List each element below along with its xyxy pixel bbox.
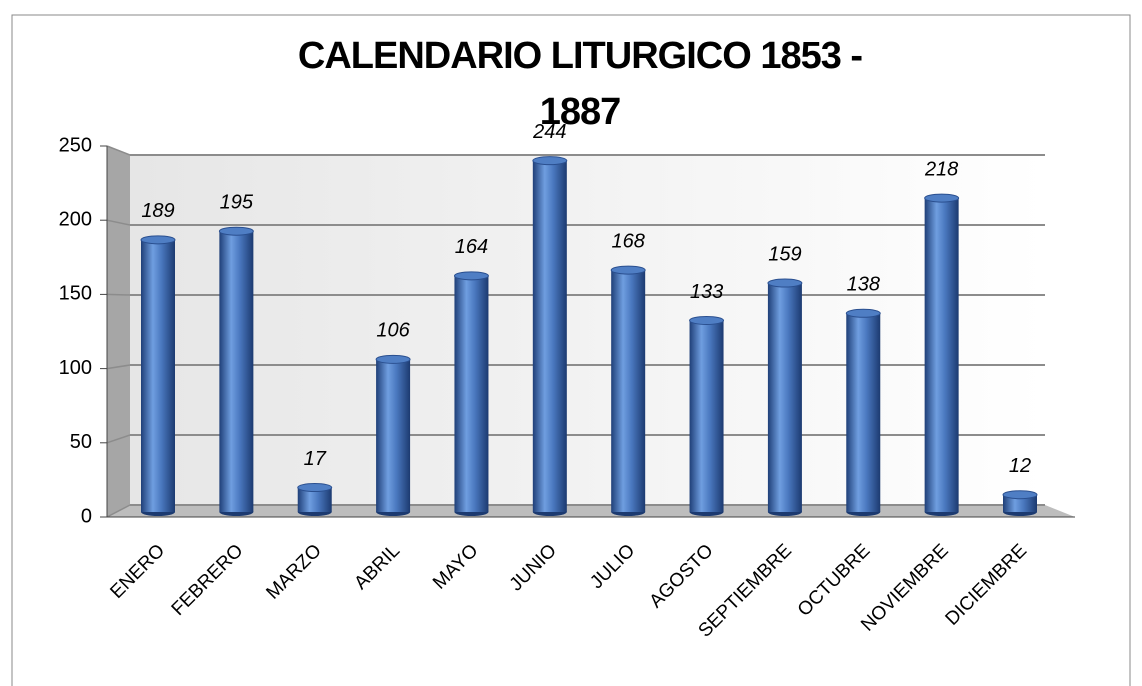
y-tick-label: 150 bbox=[59, 283, 92, 305]
bar bbox=[924, 193, 960, 516]
back-wall bbox=[130, 155, 1045, 505]
y-tick-label: 0 bbox=[81, 505, 92, 527]
data-label: 189 bbox=[141, 200, 174, 222]
bar-part bbox=[532, 156, 568, 166]
bar-part bbox=[375, 354, 411, 364]
bar-part bbox=[767, 283, 802, 512]
bar-part bbox=[767, 278, 803, 288]
bar-part bbox=[140, 235, 176, 245]
x-tick-label: FEBRERO bbox=[168, 540, 248, 620]
bar-part bbox=[454, 275, 489, 512]
bar-part bbox=[141, 239, 175, 512]
x-tick-label: JULIO bbox=[586, 540, 639, 593]
data-label: 159 bbox=[768, 243, 801, 265]
x-tick-label: MAYO bbox=[429, 540, 482, 593]
bar bbox=[297, 483, 333, 516]
bar bbox=[532, 156, 568, 516]
y-tick-label: 100 bbox=[59, 357, 92, 379]
bar-part bbox=[924, 193, 960, 203]
data-label: 168 bbox=[611, 230, 644, 252]
bar bbox=[140, 235, 176, 516]
floor bbox=[107, 505, 1075, 517]
x-tick-label: DICIEMBRE bbox=[942, 540, 1032, 630]
chart-title: CALENDARIO LITURGICO 1853 - 1887 bbox=[297, 35, 863, 133]
bar-part bbox=[689, 320, 724, 512]
x-tick-label: AGOSTO bbox=[646, 540, 718, 612]
data-label: 244 bbox=[532, 121, 566, 143]
x-tick-label: OCTUBRE bbox=[794, 540, 875, 621]
data-label: 164 bbox=[455, 236, 488, 258]
bar-part bbox=[219, 231, 254, 512]
bar bbox=[218, 226, 254, 516]
bar bbox=[453, 271, 489, 516]
grid-line-side bbox=[106, 219, 131, 226]
y-tick-label: 200 bbox=[59, 208, 92, 230]
bar-part bbox=[610, 265, 646, 275]
bar-part bbox=[845, 308, 881, 318]
grid-line-side bbox=[106, 145, 131, 156]
bar bbox=[610, 265, 646, 516]
bar-part bbox=[532, 160, 567, 512]
grid-line-side bbox=[106, 293, 131, 296]
data-label: 17 bbox=[304, 448, 327, 470]
grid-line-side bbox=[106, 434, 131, 444]
bar-part bbox=[846, 313, 881, 512]
bar-part bbox=[611, 270, 646, 512]
bar bbox=[767, 278, 803, 516]
data-label: 106 bbox=[376, 320, 410, 342]
grid-line-side bbox=[106, 364, 131, 370]
bar-part bbox=[689, 315, 725, 325]
data-label: 138 bbox=[847, 274, 880, 296]
x-tick-label: MARZO bbox=[262, 540, 325, 603]
bar-part bbox=[376, 359, 411, 512]
y-tick-label: 250 bbox=[59, 134, 92, 156]
data-label: 133 bbox=[690, 281, 723, 303]
bar-part bbox=[297, 483, 333, 493]
grid-line-side bbox=[106, 504, 131, 518]
x-tick-label: ABRIL bbox=[350, 540, 404, 594]
bar bbox=[845, 308, 881, 516]
bar bbox=[1002, 490, 1038, 516]
bar bbox=[689, 315, 725, 516]
x-tick-label: JUNIO bbox=[506, 540, 561, 595]
bar-part bbox=[1002, 490, 1038, 500]
bar-part bbox=[1003, 494, 1037, 512]
data-label: 195 bbox=[220, 191, 254, 213]
bar bbox=[375, 354, 411, 516]
data-label: 12 bbox=[1009, 455, 1031, 477]
side-wall bbox=[107, 146, 130, 517]
frame bbox=[11, 14, 1131, 686]
y-tick-label: 50 bbox=[70, 431, 92, 453]
data-label: 218 bbox=[924, 158, 958, 180]
bar-part bbox=[218, 226, 254, 236]
bar-part bbox=[453, 271, 489, 281]
x-tick-label: ENERO bbox=[106, 540, 169, 603]
bar-part bbox=[924, 198, 959, 512]
